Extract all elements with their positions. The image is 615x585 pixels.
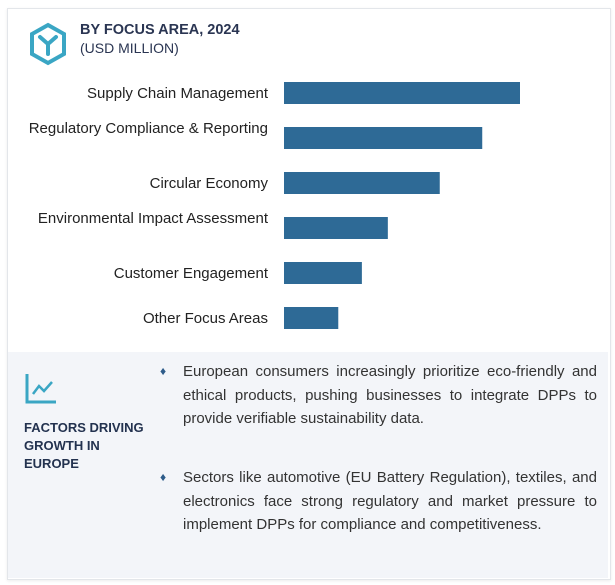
hexagon-logo-icon — [30, 22, 66, 66]
bar-1 — [284, 127, 483, 149]
category-label: Customer Engagement — [113, 264, 268, 282]
bar-2 — [284, 172, 440, 194]
category-label: Environmental Impact Assessment — [37, 210, 268, 227]
factors-panel — [8, 352, 608, 578]
category-label: Circular Economy — [149, 174, 268, 192]
category-label: Supply Chain Management — [87, 84, 268, 102]
chart-subtitle: (USD MILLION) — [80, 40, 179, 56]
bar-5 — [284, 307, 339, 329]
bar-4 — [284, 262, 362, 284]
line-chart-icon — [25, 374, 56, 404]
diamond-bullet-icon: ♦ — [160, 364, 167, 378]
bar-3 — [284, 217, 388, 239]
bar-chart — [284, 82, 520, 329]
factor-bullet: ♦ Sectors like automotive (EU Battery Reg… — [160, 466, 597, 537]
chart-title: BY FOCUS AREA, 2024 — [80, 22, 240, 38]
diamond-bullet-icon: ♦ — [160, 470, 167, 484]
factors-title: FACTORS DRIVING GROWTH IN EUROPE — [24, 420, 144, 471]
category-label: Regulatory Compliance & Reporting — [28, 120, 268, 137]
bar-0 — [284, 82, 520, 104]
category-label: Other Focus Areas — [142, 309, 268, 327]
factor-bullet: ♦ European consumers increasingly priorit… — [160, 360, 597, 431]
